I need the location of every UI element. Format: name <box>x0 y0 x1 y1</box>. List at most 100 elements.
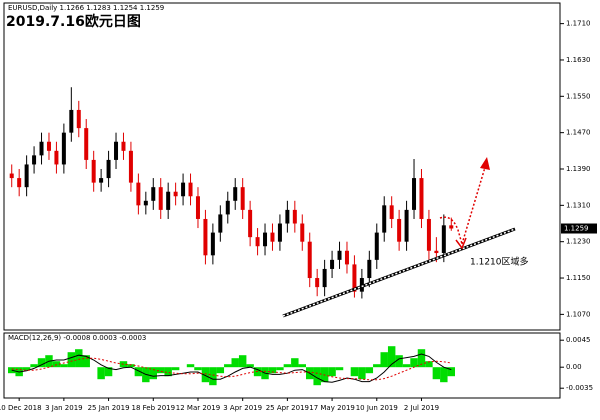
candle-body <box>255 237 260 247</box>
histogram-bar <box>298 364 306 368</box>
histogram-bar <box>417 349 426 368</box>
y-tick-label: 0.00 <box>566 363 582 371</box>
y-tick-label: 1.1630 <box>566 56 591 64</box>
candle-body <box>285 209 290 224</box>
candle-body <box>166 191 171 210</box>
candle-body <box>225 200 230 215</box>
x-tick-label: 12 Mar 2019 <box>176 404 220 412</box>
candle-body <box>210 232 215 256</box>
histogram-bar <box>395 355 403 368</box>
annotation: 1.1210区域多 <box>470 256 529 268</box>
candle-body <box>240 187 245 210</box>
histogram-bar <box>373 364 381 368</box>
histogram-bar <box>30 364 38 368</box>
candle-body <box>114 141 119 160</box>
histogram-bar <box>186 364 195 368</box>
close-value: 1.1259 <box>140 4 165 12</box>
histogram-bar <box>171 367 180 371</box>
histogram-bar <box>313 367 321 386</box>
histogram-bar <box>164 367 172 377</box>
histogram-bar <box>380 352 388 368</box>
candle-body <box>292 209 297 224</box>
y-tick-label: 1.1710 <box>566 20 591 28</box>
histogram-bar <box>67 352 76 368</box>
candle-body <box>315 278 320 288</box>
candle-body <box>173 191 178 197</box>
last-price-label: 1.1259 <box>564 225 589 233</box>
candle-body <box>188 182 193 197</box>
candle-body <box>248 209 253 238</box>
histogram-bar <box>246 364 254 368</box>
candle-body <box>263 232 268 247</box>
candle-body <box>277 223 282 242</box>
candle-body <box>404 209 409 242</box>
histogram-bar <box>134 367 143 377</box>
candle-body <box>307 241 312 279</box>
y-tick-label: -0.0035 <box>566 384 593 392</box>
candle-body <box>24 164 29 188</box>
histogram-bar <box>440 367 448 383</box>
y-tick-label: 1.1390 <box>566 165 591 173</box>
high-value: 1.1283 <box>86 4 111 12</box>
candle-body <box>337 250 342 260</box>
histogram-bar <box>358 367 366 380</box>
histogram-bar <box>216 367 225 374</box>
candle-body <box>382 205 387 233</box>
candle-body <box>143 200 148 206</box>
histogram-bar <box>231 358 239 368</box>
macd-panel <box>3 332 561 399</box>
marks: 1.1070 1.1150 1.1230 1.1310 1.1390 1.1470 1.15… <box>0 20 597 412</box>
y-tick-label: 1.1550 <box>566 92 591 100</box>
candle-body <box>9 173 14 179</box>
candle-body <box>195 196 200 219</box>
candle-body <box>397 218 402 242</box>
histogram-bar <box>201 367 210 383</box>
macd-label: MACD(12,26,9) -0.0008 0.0003 -0.0003 <box>8 334 146 342</box>
histogram-bar <box>157 367 165 374</box>
candle-body <box>181 182 186 197</box>
y-tick-label: 0.0045 <box>566 336 591 344</box>
candle-body <box>91 159 96 183</box>
projection-arrow <box>461 163 487 245</box>
chart-header: EURUSD,Daily 1.1266 1.1283 1.1254 1.1259 <box>8 4 164 12</box>
candle-body <box>270 232 275 242</box>
candle-body <box>233 187 238 201</box>
histogram-bar <box>447 367 455 377</box>
histogram-bar <box>37 358 46 368</box>
candle-body <box>344 250 349 265</box>
candle-body <box>426 218 431 251</box>
histogram-bar <box>328 367 336 377</box>
candle-body <box>39 141 44 156</box>
candle-body <box>54 150 59 165</box>
symbol: EURUSD,Daily <box>8 4 57 12</box>
last-price-box <box>561 223 597 234</box>
x-tick-label: 17 May 2019 <box>309 404 355 412</box>
arrow-head <box>480 157 490 170</box>
histogram-bar <box>365 367 374 374</box>
histogram-bar <box>104 367 113 377</box>
histogram-bar <box>52 361 61 368</box>
histogram-bar <box>127 364 135 368</box>
histogram-bar <box>75 349 83 368</box>
x-tick-label: 10 Jun 2019 <box>356 404 398 412</box>
candle-body <box>434 250 439 254</box>
x-tick-label: 2 Jul 2019 <box>404 404 439 412</box>
arrow-head-small <box>455 237 467 250</box>
histogram-bar <box>425 361 433 368</box>
candle-body <box>32 155 37 165</box>
x-tick-label: 25 Apr 2019 <box>266 404 309 412</box>
histogram-bar <box>335 367 344 371</box>
y-tick-label: 1.1150 <box>566 274 591 282</box>
histogram-bar <box>283 364 292 368</box>
candle-body <box>441 225 446 254</box>
candle-body <box>69 109 74 133</box>
candle-body <box>352 264 357 292</box>
y-tick-label: 1.1470 <box>566 129 591 137</box>
candle-body <box>374 232 379 260</box>
histogram-bar <box>194 367 202 371</box>
chart-title: 2019.7.16欧元日图 <box>6 13 141 30</box>
histogram-bar <box>238 355 247 368</box>
candle-body <box>419 178 424 219</box>
histogram-bar <box>387 346 396 368</box>
